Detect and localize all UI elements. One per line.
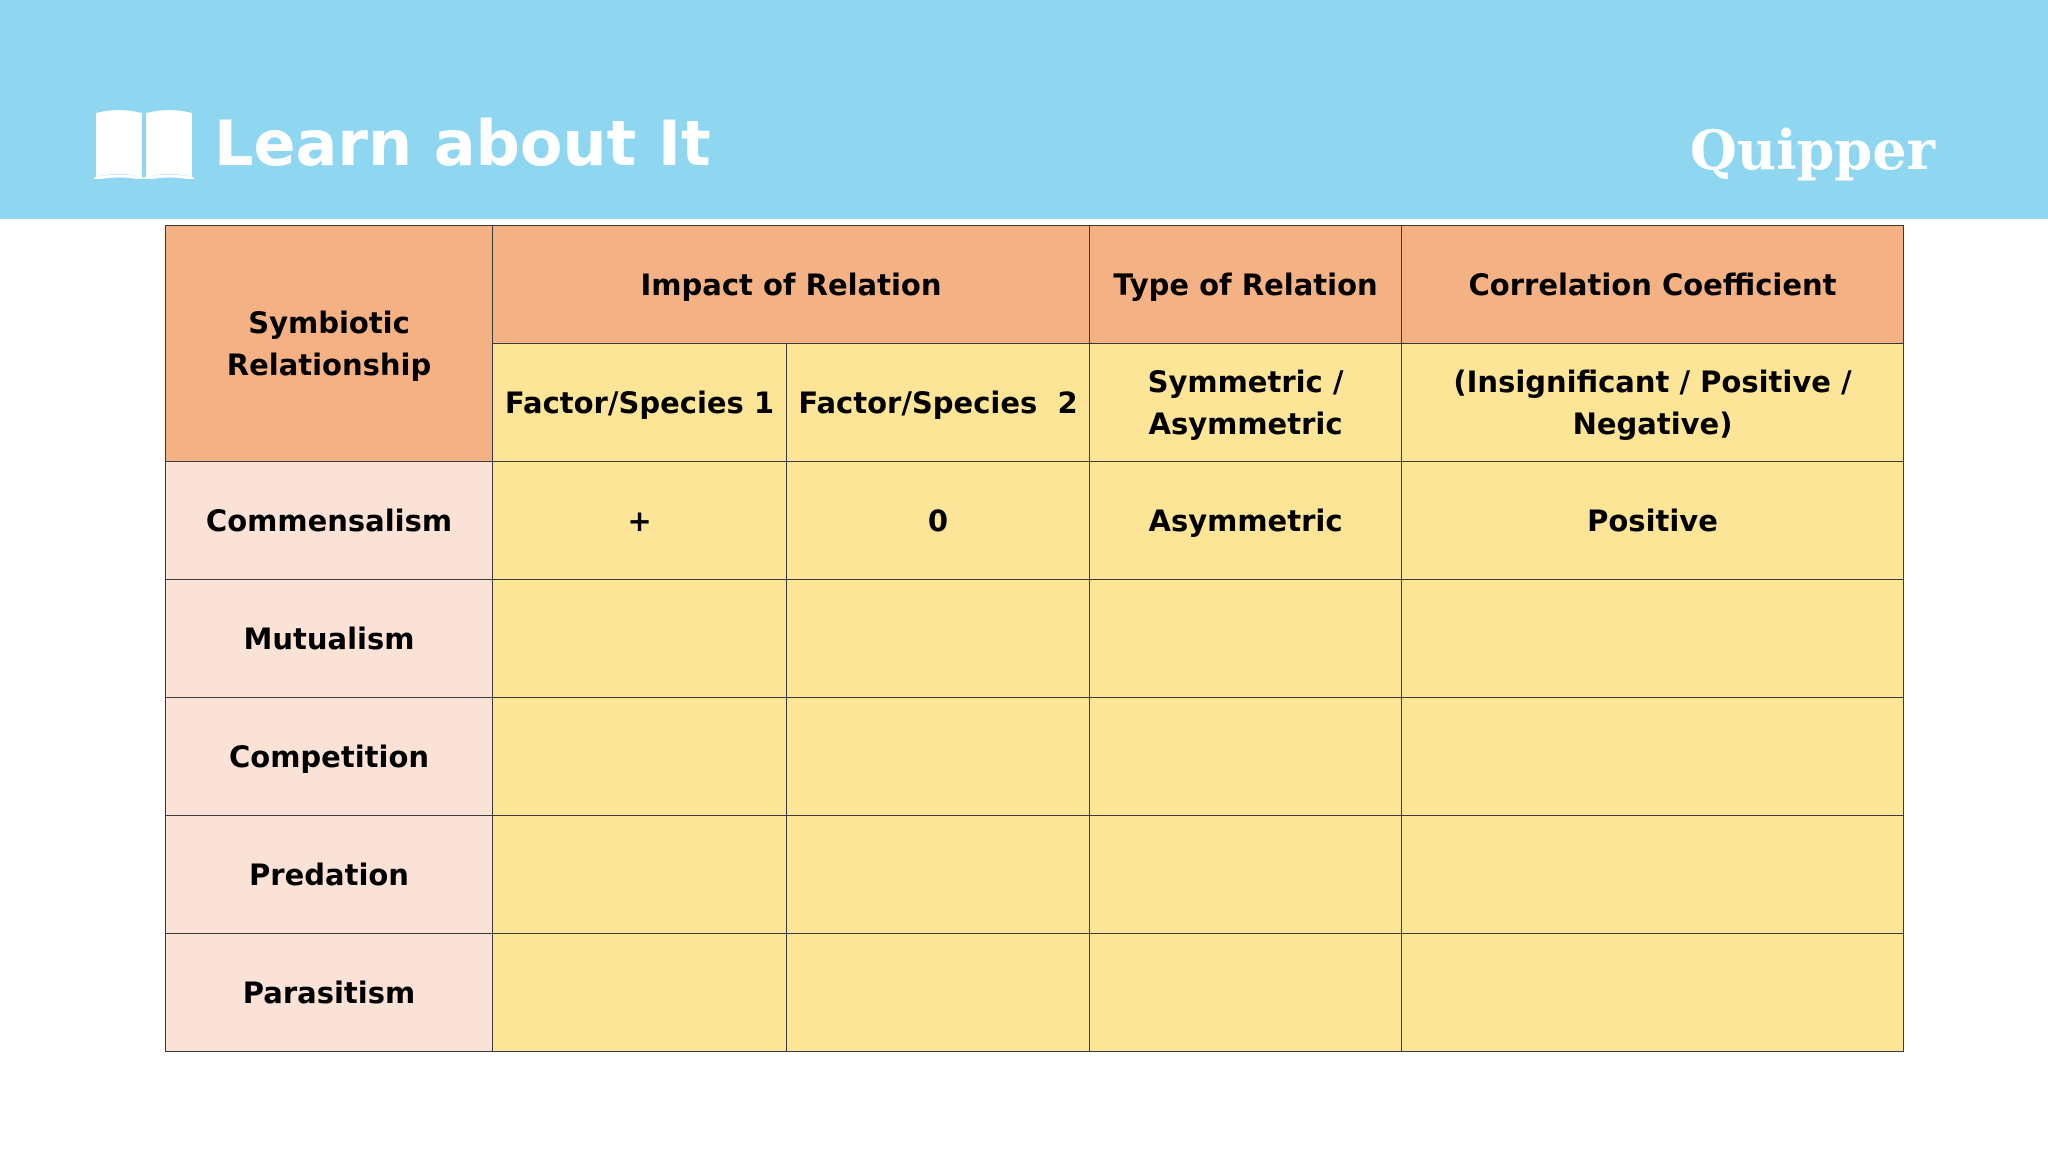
table-subheader-row: Factor/Species 1 Factor/Species 2 Symmet… <box>166 343 1905 462</box>
cell-correlation <box>1401 933 1905 1052</box>
header-type-of-relation: Type of Relation <box>1089 225 1403 344</box>
header-factor-species-2: Factor/Species 2 <box>785 343 1091 462</box>
table-header-row: Symbiotic Relationship Impact of Relatio… <box>165 225 1905 462</box>
cell-species2 <box>785 933 1091 1052</box>
row-label-mutualism: Mutualism <box>165 579 493 698</box>
cell-type <box>1089 815 1403 934</box>
cell-species1: + <box>492 461 787 580</box>
header-symbiotic-relationship: Symbiotic Relationship <box>165 225 493 462</box>
header-impact-of-relation: Impact of Relation <box>491 225 1091 344</box>
cell-correlation <box>1401 579 1905 698</box>
cell-type <box>1089 933 1403 1052</box>
row-label-predation: Predation <box>165 815 493 934</box>
row-label-competition: Competition <box>165 697 493 816</box>
header-type-options: Symmetric / Asymmetric <box>1089 343 1403 462</box>
table-row: Predation <box>165 815 1905 934</box>
cell-species1 <box>492 697 787 816</box>
table-row: Parasitism <box>165 933 1905 1052</box>
cell-species2: 0 <box>785 461 1091 580</box>
cell-species2 <box>785 579 1091 698</box>
cell-species1 <box>492 933 787 1052</box>
slide-title: Learn about It <box>214 107 711 180</box>
row-label-parasitism: Parasitism <box>165 933 493 1052</box>
cell-type: Asymmetric <box>1089 461 1403 580</box>
symbiotic-relationship-table: Symbiotic Relationship Impact of Relatio… <box>165 225 1905 1052</box>
cell-correlation <box>1401 815 1905 934</box>
header-band <box>0 0 2048 219</box>
cell-type <box>1089 579 1403 698</box>
cell-species1 <box>492 815 787 934</box>
row-label-commensalism: Commensalism <box>165 461 493 580</box>
cell-type <box>1089 697 1403 816</box>
header-factor-species-1: Factor/Species 1 <box>492 343 787 462</box>
cell-correlation <box>1401 697 1905 816</box>
header-correlation-options: (Insignificant / Positive / Negative) <box>1401 343 1905 462</box>
brand-logo: Quipper <box>1689 118 1935 182</box>
cell-species2 <box>785 697 1091 816</box>
cell-species2 <box>785 815 1091 934</box>
header-correlation-coefficient: Correlation Coefficient <box>1401 225 1905 344</box>
table-row: Competition <box>165 697 1905 816</box>
cell-correlation: Positive <box>1401 461 1905 580</box>
book-icon <box>94 110 194 179</box>
table-row: Mutualism <box>165 579 1905 698</box>
table-row: Commensalism + 0 Asymmetric Positive <box>165 461 1905 580</box>
cell-species1 <box>492 579 787 698</box>
